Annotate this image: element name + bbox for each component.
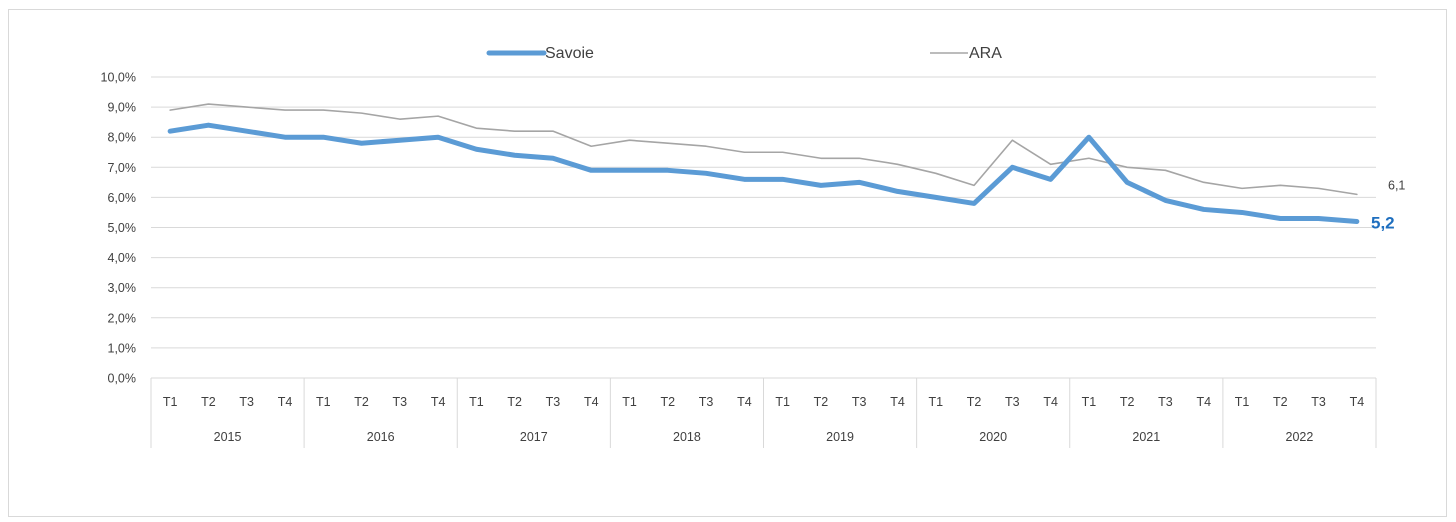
x-tick-label-year: 2022: [1286, 430, 1314, 444]
x-tick-label-quarter: T1: [163, 395, 178, 409]
x-tick-label-quarter: T4: [1043, 395, 1058, 409]
x-tick-label-quarter: T2: [507, 395, 522, 409]
y-tick-label: 10,0%: [101, 71, 136, 85]
x-tick-label-year: 2019: [826, 430, 854, 444]
x-tick-label-year: 2015: [214, 430, 242, 444]
legend-label-savoie: Savoie: [545, 45, 594, 62]
x-tick-label-quarter: T1: [622, 395, 637, 409]
y-tick-label: 0,0%: [108, 372, 137, 386]
axes: 0,0% 1,0% 2,0% 3,0% 4,0% 5,0% 6,0% 7,0% 8,0% 9,0%…: [101, 71, 1377, 448]
series-lines: [167, 103, 1360, 224]
x-tick-label-quarter: T2: [661, 395, 676, 409]
legend: Savoie ARA: [486, 45, 1002, 62]
data-label-ara-last: 6,1: [1388, 178, 1405, 192]
x-tick-label-quarter: T4: [737, 395, 752, 409]
y-tick-label: 1,0%: [108, 341, 137, 355]
x-tick-label-quarter: T1: [1082, 395, 1097, 409]
x-tick-label-quarter: T2: [1120, 395, 1135, 409]
y-tick-label: 9,0%: [108, 101, 137, 115]
x-tick-label-quarter: T1: [316, 395, 331, 409]
x-tick-label-quarter: T1: [775, 395, 790, 409]
x-tick-label-quarter: T4: [584, 395, 599, 409]
y-tick-label: 6,0%: [108, 191, 137, 205]
data-label-savoie-last: 5,2: [1371, 213, 1395, 232]
series-line-ara: [169, 103, 1358, 196]
x-tick-label-quarter: T2: [354, 395, 369, 409]
x-tick-label-year: 2021: [1132, 430, 1160, 444]
y-tick-label: 2,0%: [108, 311, 137, 325]
data-labels: 6,1 5,2: [1371, 178, 1405, 232]
x-tick-label-quarter: T4: [278, 395, 293, 409]
x-tick-label-quarter: T2: [201, 395, 216, 409]
x-tick-label-quarter: T3: [1311, 395, 1326, 409]
chart-area: [8, 9, 1447, 517]
x-tick-label-quarter: T2: [967, 395, 982, 409]
x-tick-label-quarter: T3: [546, 395, 561, 409]
x-tick-label-quarter: T3: [393, 395, 408, 409]
y-tick-label: 8,0%: [108, 131, 137, 145]
x-tick-label-year: 2020: [979, 430, 1007, 444]
x-tick-label-quarter: T3: [699, 395, 714, 409]
x-tick-label-quarter: T1: [469, 395, 484, 409]
x-tick-label-quarter: T4: [890, 395, 905, 409]
x-tick-label-year: 2018: [673, 430, 701, 444]
x-tick-label-quarter: T4: [431, 395, 446, 409]
x-tick-label-year: 2016: [367, 430, 395, 444]
x-tick-label-year: 2017: [520, 430, 548, 444]
x-tick-label-quarter: T3: [852, 395, 867, 409]
y-tick-label: 3,0%: [108, 281, 137, 295]
x-tick-label-quarter: T4: [1196, 395, 1211, 409]
x-tick-label-quarter: T2: [814, 395, 829, 409]
x-tick-label-quarter: T1: [1235, 395, 1250, 409]
x-tick-label-quarter: T2: [1273, 395, 1288, 409]
x-tick-label-quarter: T3: [1005, 395, 1020, 409]
legend-label-ara: ARA: [969, 45, 1002, 62]
y-tick-label: 7,0%: [108, 161, 137, 175]
x-tick-label-quarter: T4: [1350, 395, 1365, 409]
x-tick-label-quarter: T3: [1158, 395, 1173, 409]
gridlines: [151, 76, 1376, 379]
series-line-savoie: [167, 122, 1360, 224]
x-tick-label-quarter: T1: [928, 395, 943, 409]
x-tick-label-quarter: T3: [239, 395, 254, 409]
y-tick-label: 5,0%: [108, 221, 137, 235]
y-tick-label: 4,0%: [108, 251, 137, 265]
